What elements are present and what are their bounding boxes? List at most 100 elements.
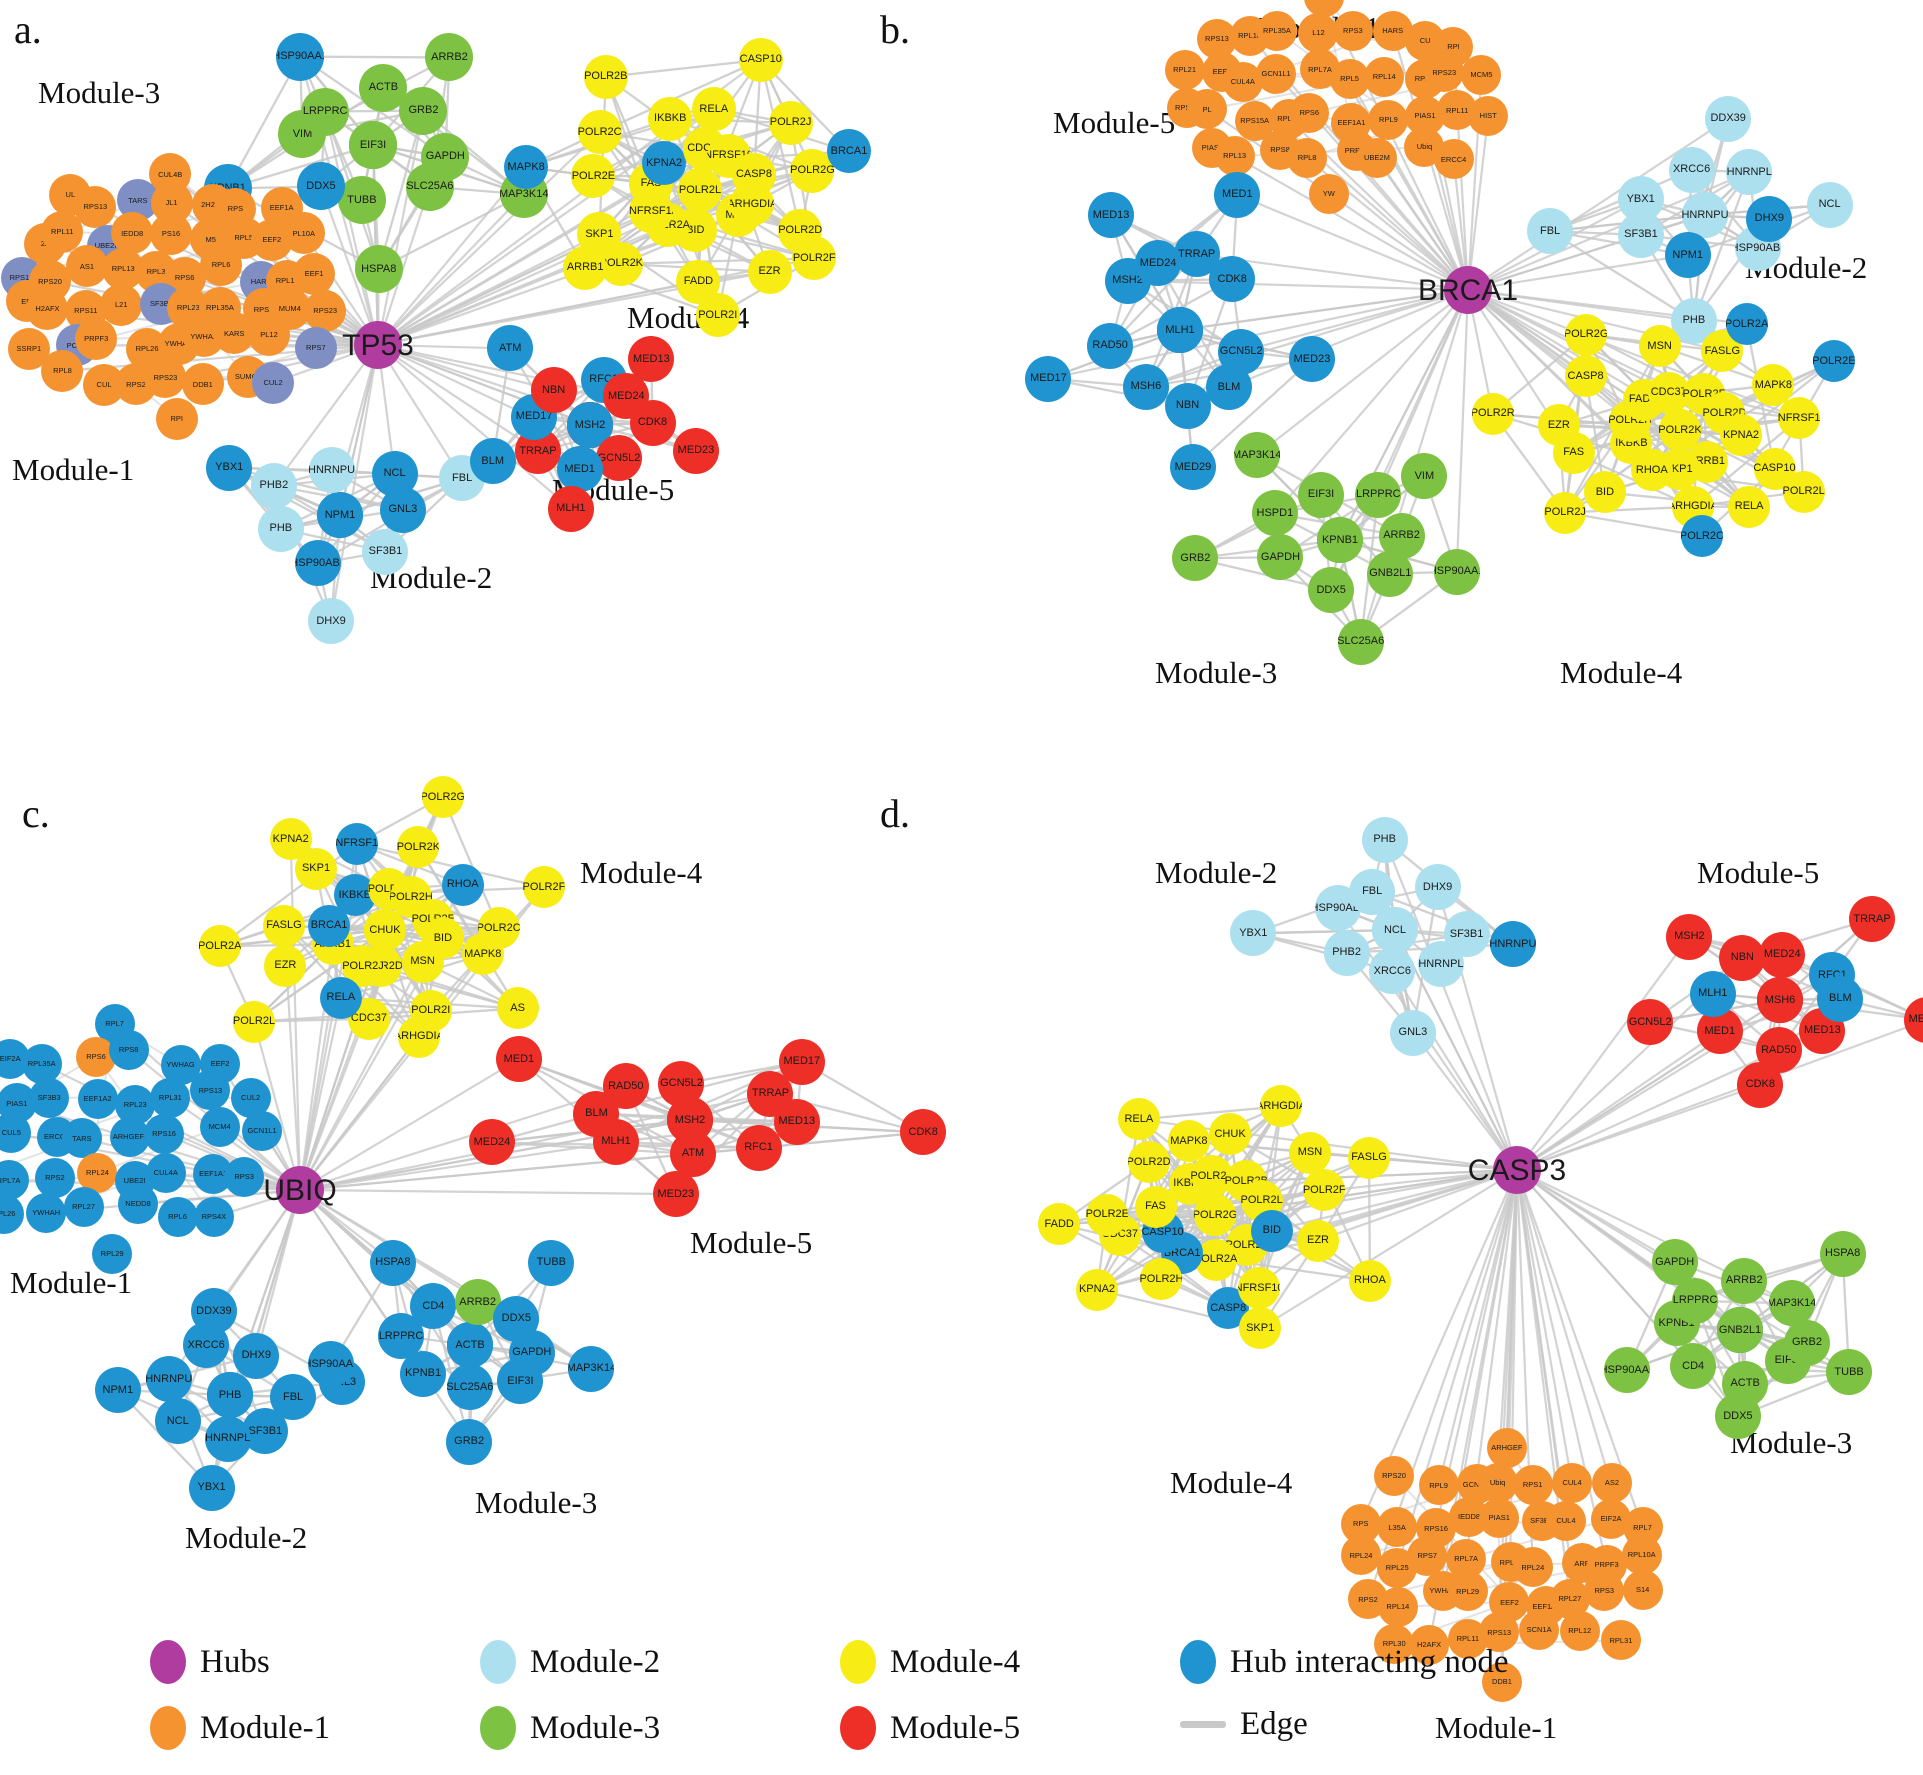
node-module-2[interactable]: PHB2 <box>250 462 297 509</box>
node-module-1[interactable]: RPI <box>155 397 198 440</box>
node-module-1[interactable]: RPL11 <box>41 210 84 253</box>
node-module-4[interactable]: SKP1 <box>1239 1307 1282 1350</box>
node-module-2[interactable]: HNRNPU <box>308 447 355 494</box>
node-module-3[interactable]: HSP90AA1 <box>1433 548 1480 595</box>
node-module-1[interactable]: RPL35A <box>21 1043 62 1084</box>
node-module-2[interactable]: HSP90AB1 <box>295 540 342 587</box>
node-module-1[interactable]: IEDD8 <box>111 212 154 255</box>
node-module-3[interactable]: CD4 <box>410 1283 457 1330</box>
node-module-2[interactable]: GNL3 <box>1389 1009 1436 1056</box>
node-module-2[interactable]: PHB <box>207 1372 253 1418</box>
node-module-4[interactable]: FADD <box>1038 1203 1081 1246</box>
node-module-1[interactable]: CUL2 <box>252 361 295 404</box>
node-module-4[interactable]: FAS <box>1134 1185 1177 1228</box>
node-module-1[interactable]: RPS1 <box>1512 1465 1553 1506</box>
node-module-5[interactable]: CDK8 <box>1737 1061 1784 1108</box>
node-module-1[interactable]: PIAS1 <box>1479 1497 1520 1538</box>
node-module-1[interactable]: NEDD8 <box>118 1183 159 1224</box>
node-module-5[interactable]: BLM <box>469 438 516 485</box>
node-module-3[interactable]: SLC25A6 <box>1337 618 1384 665</box>
node-module-2[interactable]: NCL <box>154 1398 201 1445</box>
node-module-4[interactable]: TNFRSF1A <box>1778 397 1821 440</box>
node-module-1[interactable]: PRPF3 <box>75 318 118 361</box>
node-module-1[interactable]: PL12 <box>248 313 290 356</box>
node-module-2[interactable]: YBX1 <box>1230 910 1277 957</box>
node-module-1[interactable]: GCN1L1 <box>242 1110 283 1151</box>
node-module-1[interactable]: RPL21 <box>1164 50 1205 91</box>
node-module-5[interactable]: MLH1 <box>547 485 594 532</box>
node-module-5[interactable]: MED23 <box>672 427 719 474</box>
node-module-2[interactable]: HNRNPU <box>1489 921 1536 968</box>
node-module-2[interactable]: NCL <box>1372 907 1418 953</box>
node-module-1[interactable]: RPL6 <box>157 1196 198 1237</box>
node-module-1[interactable]: RPL24 <box>77 1152 118 1193</box>
node-module-5[interactable]: MLH1 <box>1689 970 1736 1017</box>
node-module-3[interactable]: SLC25A6 <box>446 1364 493 1411</box>
node-module-1[interactable]: RPL5 <box>1329 59 1370 100</box>
node-module-1[interactable]: DDB1 <box>1481 1661 1522 1702</box>
node-module-5[interactable]: MED24 <box>468 1119 515 1166</box>
node-module-3[interactable]: ARRB2 <box>425 33 474 82</box>
node-module-1[interactable]: RPL10A <box>1621 1535 1662 1576</box>
node-module-1[interactable]: RPS23 <box>304 289 347 332</box>
node-module-1[interactable]: RPL29 <box>92 1234 133 1275</box>
node-module-5[interactable]: MED1 <box>495 1036 542 1083</box>
node-module-4[interactable]: BID <box>1583 471 1626 514</box>
node-module-4[interactable]: TNFRSF1A <box>336 822 379 865</box>
node-module-2[interactable]: GNL3 <box>379 486 426 533</box>
node-module-1[interactable]: ARHGEF <box>1486 1428 1527 1469</box>
node-module-1[interactable]: MCM5 <box>1461 54 1502 95</box>
node-module-4[interactable]: POLR2H <box>1140 1258 1183 1301</box>
node-module-4[interactable]: KPNA2 <box>269 818 312 861</box>
node-module-5[interactable]: ATM <box>670 1130 717 1177</box>
node-module-3[interactable]: GAPDH <box>1651 1239 1698 1286</box>
node-module-4[interactable]: ARHGDIA <box>397 1015 440 1058</box>
node-module-4[interactable]: RHOA <box>441 863 484 906</box>
node-module-3[interactable]: DDX5 <box>1714 1393 1761 1440</box>
node-module-2[interactable]: SF3B1 <box>362 528 409 575</box>
node-module-1[interactable]: HIST <box>1468 96 1509 137</box>
node-module-5[interactable]: MED17 <box>1025 355 1072 402</box>
node-module-2[interactable]: XRCC6 <box>1668 146 1715 193</box>
node-module-4[interactable]: POLR2A <box>1725 303 1768 346</box>
node-module-4[interactable]: POLR2L <box>678 168 722 212</box>
node-module-1[interactable]: GCN1L1 <box>1256 54 1297 95</box>
node-module-5[interactable]: MED23 <box>1288 336 1335 383</box>
node-module-3[interactable]: GRB2 <box>399 86 448 135</box>
node-module-5[interactable]: MED23 <box>652 1171 699 1218</box>
node-module-1[interactable]: RPL8 <box>1287 138 1328 179</box>
node-module-1[interactable]: RPS23 <box>1424 52 1465 93</box>
node-module-1[interactable]: SF3B3 <box>29 1077 70 1118</box>
node-module-1[interactable]: RPS13 <box>1479 1612 1520 1653</box>
node-module-2[interactable]: NPM1 <box>94 1367 141 1414</box>
node-module-1[interactable]: DDB1 <box>181 363 224 406</box>
node-module-4[interactable]: ARRB1 <box>563 245 608 290</box>
node-module-3[interactable]: HSP90AA1 <box>276 32 325 81</box>
node-module-4[interactable]: KPNA2 <box>1720 414 1762 457</box>
node-module-3[interactable]: HSP90AA1 <box>1604 1347 1651 1394</box>
node-module-4[interactable]: POLR2E <box>1812 340 1855 383</box>
node-module-1[interactable]: S14 <box>1622 1569 1663 1610</box>
node-module-4[interactable]: AS <box>496 987 539 1030</box>
node-module-3[interactable]: EIF3I <box>1298 471 1345 518</box>
node-module-1[interactable]: RPL12 <box>1559 1610 1600 1651</box>
node-module-4[interactable]: POLR2G <box>1565 313 1608 356</box>
node-module-4[interactable]: MSN <box>1638 325 1681 368</box>
node-module-5[interactable]: RAD50 <box>602 1063 649 1110</box>
node-module-1[interactable]: CUL4A <box>145 1153 186 1194</box>
node-module-1[interactable]: AS2 <box>1591 1462 1632 1503</box>
node-module-1[interactable]: RPS6 <box>1289 92 1330 133</box>
node-module-5[interactable]: MED1 <box>556 446 603 493</box>
node-module-1[interactable]: RPL13 <box>1214 136 1255 177</box>
node-module-5[interactable]: MED13 <box>628 336 675 383</box>
node-module-1[interactable]: RPL35A <box>1256 11 1297 52</box>
node-module-4[interactable]: POLR2K <box>397 826 440 869</box>
node-module-1[interactable]: RPS13 <box>190 1070 231 1111</box>
node-module-1[interactable]: RPS3 <box>1584 1571 1625 1612</box>
node-module-1[interactable]: RPS20 <box>1374 1456 1415 1496</box>
node-module-2[interactable]: YBX1 <box>206 444 253 491</box>
node-module-5[interactable]: MED23 <box>1903 996 1923 1043</box>
node-module-2[interactable]: YBX1 <box>188 1464 235 1511</box>
node-module-4[interactable]: FASLG <box>1348 1136 1391 1179</box>
node-module-4[interactable]: MAPK8 <box>1752 364 1795 407</box>
